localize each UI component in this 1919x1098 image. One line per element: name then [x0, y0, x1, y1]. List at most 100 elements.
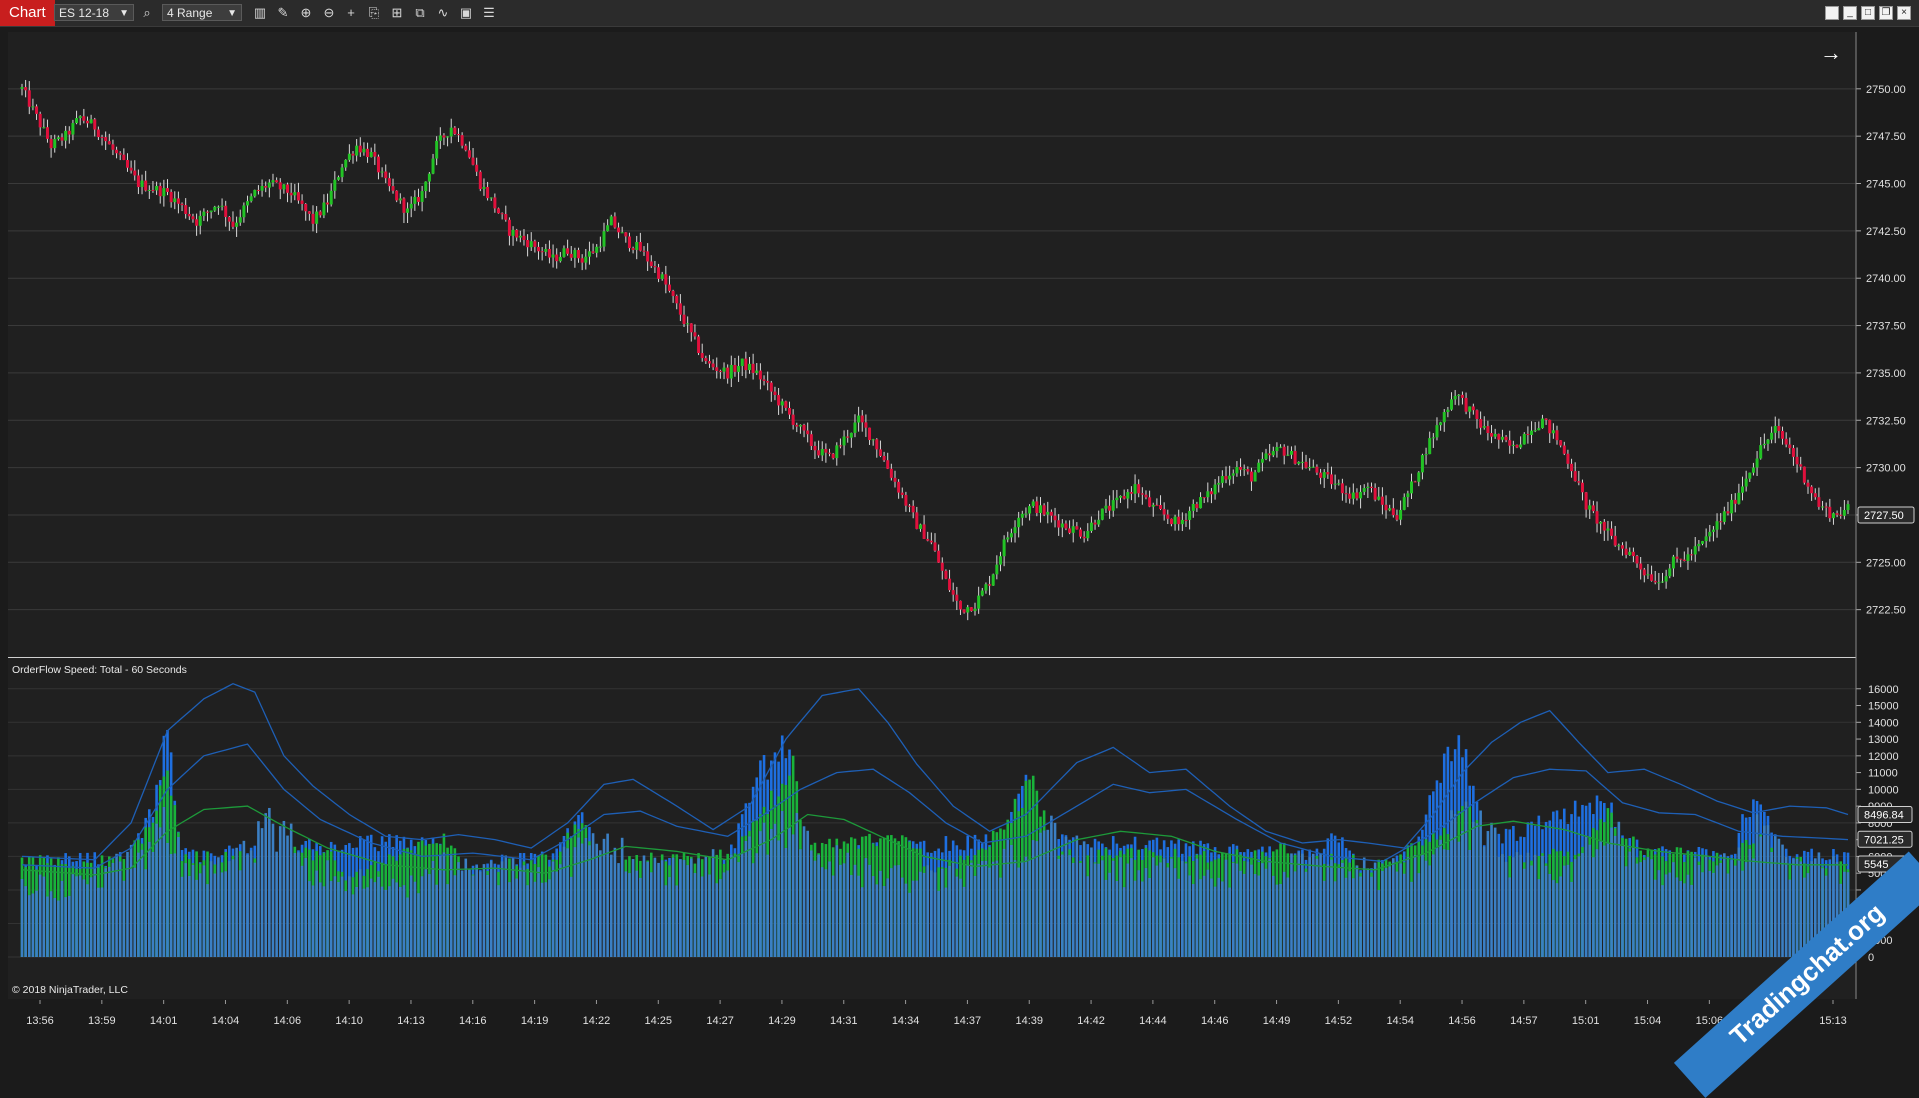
- candle-body: [1206, 491, 1209, 497]
- zoom-in-icon[interactable]: ⊕: [297, 4, 315, 22]
- speed-bar: [810, 850, 813, 957]
- speed-bar: [133, 868, 136, 957]
- speed-bar: [919, 872, 922, 957]
- speed-bar: [515, 879, 518, 957]
- zoom-out-icon[interactable]: ⊖: [320, 4, 338, 22]
- chart-tab[interactable]: Chart: [0, 0, 55, 26]
- speed-bar: [1523, 869, 1526, 957]
- candle-body: [1472, 406, 1475, 410]
- candle-body: [1792, 448, 1795, 457]
- candle-body: [664, 274, 667, 284]
- candle-body: [693, 332, 696, 336]
- template-icon[interactable]: ⎘: [365, 4, 383, 22]
- candle-body: [279, 182, 282, 189]
- speed-bar: [876, 884, 879, 957]
- close-icon[interactable]: ×: [1897, 6, 1911, 20]
- candle-body: [90, 119, 93, 123]
- speed-bar: [1614, 836, 1617, 957]
- indicators-icon[interactable]: ∿: [434, 4, 452, 22]
- candle-body: [941, 563, 944, 571]
- candle-body: [1512, 445, 1515, 446]
- candle-body: [217, 207, 220, 208]
- candle-body: [275, 180, 278, 182]
- price-tick-label: 2730.00: [1866, 463, 1906, 475]
- candle-body: [188, 214, 191, 216]
- candle-body: [1097, 520, 1100, 525]
- candle-body: [1621, 545, 1624, 548]
- candle-body: [1530, 431, 1533, 435]
- candle-body: [1814, 493, 1817, 497]
- restore-icon[interactable]: ❐: [1879, 6, 1893, 20]
- candle-body: [1716, 521, 1719, 529]
- candle-body: [231, 222, 234, 227]
- maximize-icon[interactable]: □: [1861, 6, 1875, 20]
- candle-body: [1243, 469, 1246, 470]
- speed-bar: [395, 882, 398, 957]
- instrument-selector[interactable]: ES 12-18 ▼: [54, 4, 134, 21]
- speed-bar: [319, 882, 322, 957]
- speed-bar: [1174, 868, 1177, 957]
- speed-bar: [57, 901, 60, 957]
- speed-bar: [75, 876, 78, 957]
- indicator-tick-label: 11000: [1868, 768, 1898, 780]
- search-icon[interactable]: ⌕: [138, 4, 156, 22]
- candle-body: [1024, 514, 1027, 515]
- candle-body: [675, 296, 678, 303]
- speed-bar: [352, 894, 355, 957]
- speed-bar: [523, 865, 526, 957]
- time-tick-label: 14:27: [706, 1015, 734, 1027]
- speed-bar: [588, 845, 591, 957]
- bar-type-selector[interactable]: 4 Range ▼: [162, 4, 242, 21]
- arrow-right-icon[interactable]: →: [1820, 40, 1842, 65]
- window-box-icon[interactable]: [1825, 6, 1839, 20]
- speed-bar: [297, 852, 300, 957]
- candle-body: [1326, 472, 1329, 474]
- speed-bar: [1592, 857, 1595, 957]
- indicator-panel[interactable]: 1600015000140001300012000110001000090008…: [8, 657, 1919, 999]
- crosshair-icon[interactable]: +: [342, 4, 360, 22]
- speed-bar: [879, 871, 882, 957]
- candle-body: [577, 250, 580, 258]
- speed-bar: [686, 865, 689, 957]
- speed-bar: [1494, 828, 1497, 957]
- time-tick-label: 14:49: [1263, 1015, 1291, 1027]
- indicator-value-label: 5545: [1864, 859, 1888, 871]
- indicator-tick-label: 13000: [1868, 734, 1899, 746]
- speed-bar: [1065, 837, 1068, 957]
- speed-bar: [1388, 866, 1391, 957]
- draw-icon[interactable]: ✎: [274, 4, 292, 22]
- speed-bar: [795, 813, 798, 957]
- candle-body: [1112, 500, 1115, 511]
- data-box-icon[interactable]: ▣: [457, 4, 475, 22]
- minimize-icon[interactable]: _: [1843, 6, 1857, 20]
- candle-body: [1355, 493, 1358, 499]
- speed-bar: [1261, 863, 1264, 957]
- candle-body: [1395, 515, 1398, 520]
- speed-bar: [1559, 876, 1562, 957]
- speed-bar: [1287, 878, 1290, 957]
- speed-bar: [508, 882, 511, 957]
- speed-bar: [1534, 855, 1537, 957]
- speed-bar: [1028, 859, 1031, 957]
- list-icon[interactable]: ☰: [480, 4, 498, 22]
- speed-bar: [1665, 874, 1668, 957]
- speed-bar: [1341, 863, 1344, 957]
- speed-bar: [217, 857, 220, 957]
- bars-type-icon[interactable]: ▥: [251, 4, 269, 22]
- candle-body: [908, 506, 911, 507]
- candle-body: [1392, 508, 1395, 515]
- strategies-icon[interactable]: ⧉: [411, 4, 429, 22]
- speed-bar: [668, 877, 671, 957]
- candle-body: [1770, 433, 1773, 440]
- candle-body: [1305, 462, 1308, 468]
- price-panel[interactable]: 2750.00 2747.50 2745.00 2742.50 2740.00 2737.…: [8, 32, 1919, 657]
- candle-body: [1570, 464, 1573, 471]
- speed-bar: [635, 871, 638, 957]
- speed-bar: [123, 881, 126, 957]
- speed-bar: [472, 876, 475, 957]
- speed-bar: [552, 861, 555, 957]
- properties-icon[interactable]: ⊞: [388, 4, 406, 22]
- candle-body: [373, 152, 376, 157]
- candle-body: [1548, 420, 1551, 433]
- speed-bar: [104, 868, 107, 957]
